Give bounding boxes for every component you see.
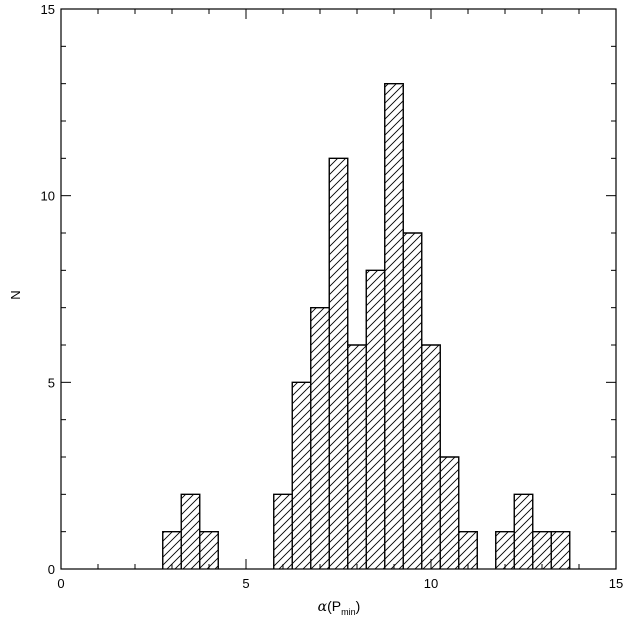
histogram-bar bbox=[273, 494, 293, 569]
x-tick-labels: 0 5 10 15 bbox=[57, 576, 623, 591]
histogram-bar bbox=[329, 158, 348, 570]
histogram-bar bbox=[551, 531, 570, 569]
x-axis-label-close-paren: ) bbox=[356, 598, 361, 614]
y-tick-label: 10 bbox=[41, 189, 55, 204]
x-tick-label: 0 bbox=[57, 576, 64, 591]
x-tick-label: 15 bbox=[609, 576, 623, 591]
histogram-bar bbox=[181, 494, 200, 569]
y-tick-label: 15 bbox=[41, 2, 55, 17]
x-axis-label-subscript: min bbox=[341, 607, 356, 617]
histogram-outline bbox=[162, 82, 571, 569]
histogram-bar bbox=[514, 494, 533, 569]
x-axis-label-open-paren: ( bbox=[327, 598, 332, 614]
x-tick-label: 10 bbox=[424, 576, 438, 591]
histogram-bar bbox=[292, 382, 311, 569]
y-tick-label: 0 bbox=[48, 562, 55, 577]
histogram-bars bbox=[162, 83, 570, 570]
histogram-bar bbox=[458, 531, 478, 569]
histogram-bar bbox=[403, 233, 422, 569]
histogram-bar bbox=[347, 345, 367, 569]
histogram-bar bbox=[162, 531, 182, 569]
histogram-bar bbox=[495, 531, 515, 569]
histogram-bar bbox=[366, 270, 385, 569]
y-axis-label: N bbox=[8, 290, 23, 299]
x-tick-label: 5 bbox=[242, 576, 249, 591]
histogram-bar bbox=[532, 531, 552, 569]
y-tick-labels: 0 5 10 15 bbox=[41, 2, 55, 577]
histogram-bar bbox=[310, 307, 330, 569]
x-axis-label-main: P bbox=[332, 598, 341, 614]
histogram-bar bbox=[440, 457, 459, 569]
histogram-bar bbox=[384, 83, 404, 570]
x-axis-label-symbol: α bbox=[318, 599, 328, 615]
x-axis-label: α(Pmin) bbox=[318, 598, 361, 617]
plot-frame bbox=[60, 8, 617, 570]
histogram-bar bbox=[199, 531, 219, 569]
y-tick-label: 5 bbox=[48, 375, 55, 390]
histogram-bar bbox=[421, 345, 441, 569]
